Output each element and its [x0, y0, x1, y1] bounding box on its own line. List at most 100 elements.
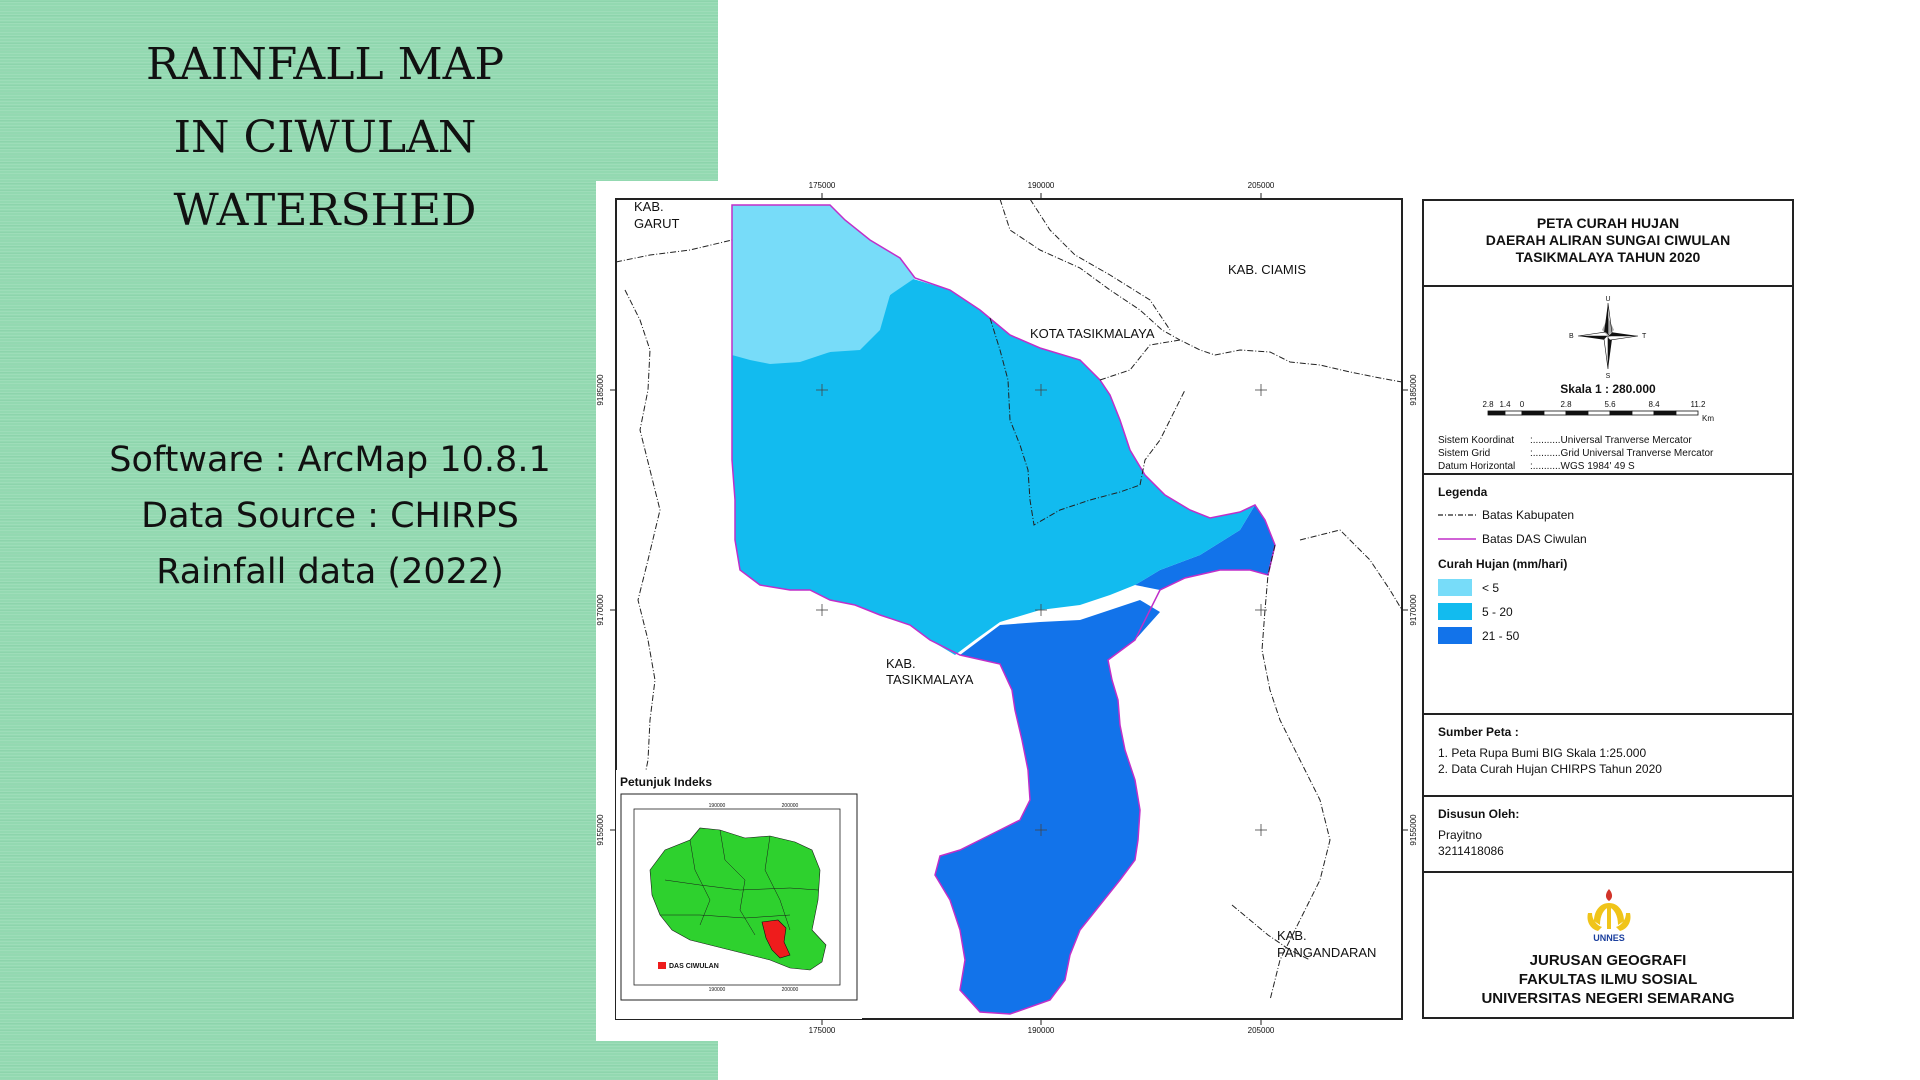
projection-info: Sistem Koordinat:..........Universal Tra…: [1438, 434, 1713, 473]
meta-value-2: :..........Grid Universal Tranverse Merc…: [1530, 448, 1714, 459]
slide-title: RAINFALL MAP IN CIWULAN WATERSHED: [0, 28, 650, 247]
boundary-ciamis-kota: [989, 317, 1141, 526]
rain-class-3: 21 - 50: [1438, 627, 1519, 644]
scale-section: U S T B Skala 1 : 280.000 2.8 1.4 0 2.8 …: [1424, 285, 1792, 473]
rain-label-3: 21 - 50: [1482, 628, 1520, 643]
legend-item-kabupaten: Batas Kabupaten: [1438, 508, 1574, 522]
north-arrow-icon: U S T B: [1569, 296, 1647, 379]
rain-swatch-1: [1438, 579, 1472, 596]
grid-y-right-2: 9170000: [1409, 594, 1418, 626]
scale-label: Skala 1 : 280.000: [1560, 382, 1656, 396]
logo-text: UNNES: [1593, 933, 1625, 943]
grid-y-right-3: 9155000: [1409, 814, 1418, 846]
inset-das: [761, 919, 791, 959]
rain-title: Curah Hujan (mm/hari): [1438, 557, 1568, 571]
compass-east: T: [1642, 333, 1647, 340]
legend-label-kabupaten: Batas Kabupaten: [1482, 508, 1575, 522]
rain-label-1: < 5: [1482, 580, 1500, 595]
label-kab-tasik-1: KAB.: [886, 656, 916, 671]
scale-bar: 2.8 1.4 0 2.8 5.6 8.4 11.2 Km: [1482, 400, 1714, 423]
map-title: PETA CURAH HUJAN DAERAH ALIRAN SUNGAI CI…: [1424, 215, 1792, 266]
label-pangandaran-1: KAB.: [1277, 928, 1307, 943]
institution-name: JURUSAN GEOGRAFI FAKULTAS ILMU SOSIAL UN…: [1424, 951, 1792, 1008]
title-line-3: WATERSHED: [173, 185, 477, 236]
author-section: Disusun Oleh: Prayitno 3211418086: [1424, 795, 1792, 871]
inset-map: Petunjuk Indeks 190000 200000 190000 200…: [616, 770, 862, 1019]
legend-label-das: Batas DAS Ciwulan: [1482, 532, 1587, 546]
info-data-source: Data Source : CHIRPS: [141, 496, 519, 536]
legend-panel: PETA CURAH HUJAN DAERAH ALIRAN SUNGAI CI…: [1422, 199, 1794, 1019]
label-pangandaran-2: PANGANDARAN: [1277, 945, 1376, 960]
grid-x-bottom-2: 190000: [1028, 1026, 1055, 1035]
zone-21-50-east: [1135, 505, 1275, 590]
author-info: Prayitno 3211418086: [1438, 827, 1504, 859]
inset-title: Petunjuk Indeks: [620, 775, 712, 789]
scale-unit: Km: [1702, 414, 1714, 423]
legend-section: Legenda Batas Kabupaten Batas DAS Ciwula…: [1424, 473, 1792, 713]
scale-tick-4: 2.8: [1560, 400, 1572, 409]
label-ciamis: KAB. CIAMIS: [1228, 262, 1306, 277]
boundary-ciamis-top: [1029, 198, 1171, 331]
rain-class-1: < 5: [1438, 579, 1499, 596]
legend-item-das: Batas DAS Ciwulan: [1438, 532, 1587, 546]
author-id: 3211418086: [1438, 844, 1504, 858]
grid-y-left-2: 9170000: [596, 594, 605, 626]
institution-line-3: UNIVERSITAS NEGERI SEMARANG: [1481, 990, 1735, 1007]
map-title-line-1: PETA CURAH HUJAN: [1536, 215, 1680, 231]
rain-swatch-3: [1438, 627, 1472, 644]
inset-legend-label: DAS CIWULAN: [669, 963, 719, 970]
compass-north: U: [1605, 296, 1610, 303]
meta-value-3: :..........WGS 1984' 49 S: [1530, 461, 1635, 472]
boundary-east-2: [1261, 544, 1331, 1001]
scale-tick-5: 5.6: [1604, 400, 1616, 409]
zone-lt5: [732, 205, 915, 364]
source-section: Sumber Peta : 1. Peta Rupa Bumi BIG Skal…: [1424, 713, 1792, 795]
inset-x-label-3: 190000: [709, 987, 726, 993]
boundary-garut: [615, 239, 733, 263]
boundary-east-1: [1299, 529, 1403, 611]
map-title-line-2: DAERAH ALIRAN SUNGAI CIWULAN: [1485, 232, 1731, 248]
rain-swatch-2: [1438, 603, 1472, 620]
source-list: 1. Peta Rupa Bumi BIG Skala 1:25.000 2. …: [1438, 745, 1662, 777]
inset-x-label-1: 190000: [709, 803, 726, 809]
info-software: Software : ArcMap 10.8.1: [109, 440, 551, 480]
inset-x-label-2: 200000: [782, 803, 799, 809]
meta-key-1: Sistem Koordinat: [1438, 435, 1515, 446]
label-kota-tasik: KOTA TASIKMALAYA: [1030, 326, 1155, 341]
compass-south: S: [1606, 373, 1611, 379]
scale-tick-7: 11.2: [1691, 400, 1707, 409]
label-kab-tasik-2: TASIKMALAYA: [886, 672, 974, 687]
scale-tick-1: 2.8: [1482, 400, 1494, 409]
map-title-line-3: TASIKMALAYA TAHUN 2020: [1515, 249, 1701, 265]
inset-x-label-4: 200000: [782, 987, 799, 993]
author-name: Prayitno: [1438, 828, 1483, 842]
label-garut-1: KAB.: [634, 199, 664, 214]
grid-crosses: [816, 384, 1267, 836]
grid-x-bottom-1: 175000: [809, 1026, 836, 1035]
grid-y-left-1: 9185000: [596, 374, 605, 406]
grid-x-top-1: 175000: [809, 181, 836, 190]
meta-key-2: Sistem Grid: [1438, 448, 1491, 459]
institution-section: UNNES JURUSAN GEOGRAFI FAKULTAS ILMU SOS…: [1424, 871, 1792, 1019]
author-title: Disusun Oleh:: [1438, 807, 1520, 821]
dash-dot-line-icon: [1438, 514, 1476, 516]
boundary-pangandaran: [1231, 904, 1311, 961]
solid-line-icon: [1438, 538, 1476, 540]
scale-tick-2: 1.4: [1499, 400, 1511, 409]
grid-x-top-2: 190000: [1028, 181, 1055, 190]
grid-y-right-1: 9185000: [1409, 374, 1418, 406]
inset-legend-swatch: [658, 962, 666, 969]
grid-x-bottom-3: 205000: [1248, 1026, 1275, 1035]
title-line-1: RAINFALL MAP: [145, 39, 505, 90]
source-item-1: 1. Peta Rupa Bumi BIG Skala 1:25.000: [1438, 746, 1647, 760]
boundary-ciamis-north: [999, 198, 1181, 341]
scale-tick-3: 0: [1520, 400, 1525, 409]
title-line-2: IN CIWULAN: [173, 112, 477, 163]
grid-x-top-3: 205000: [1248, 181, 1275, 190]
unnes-logo-icon: UNNES: [1587, 889, 1631, 943]
meta-key-3: Datum Horizontal: [1438, 461, 1516, 472]
compass-west: B: [1569, 333, 1574, 340]
das-ciwulan-boundary: [731, 204, 1276, 1015]
source-title: Sumber Peta :: [1438, 725, 1519, 739]
